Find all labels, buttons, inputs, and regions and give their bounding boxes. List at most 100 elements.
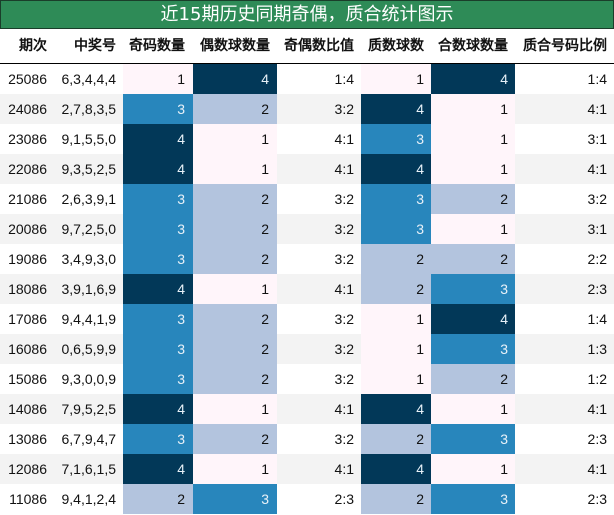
- period-cell: 21086: [8, 191, 47, 207]
- prime-count-cell: 4: [361, 454, 431, 484]
- prime-composite-ratio-cell: 2:3: [587, 431, 607, 447]
- odd-even-ratio-cell: 3:2: [334, 191, 354, 207]
- numbers-cell: 9,7,2,5,0: [61, 221, 117, 237]
- odd-count-cell: 4: [123, 274, 193, 304]
- table-row: 20086 9,7,2,5,0 3 2 3:2 3 1 3:1: [0, 214, 614, 244]
- prime-composite-ratio-cell: 4:1: [587, 161, 607, 177]
- composite-count-cell: 3: [431, 484, 515, 514]
- prime-count-cell: 2: [361, 244, 431, 274]
- composite-count-cell: 1: [431, 214, 515, 244]
- prime-composite-ratio-cell: 3:2: [587, 191, 607, 207]
- header-prime-composite-ratio: 质合号码比例: [523, 38, 607, 54]
- period-cell: 19086: [8, 251, 47, 267]
- period-cell: 22086: [8, 161, 47, 177]
- numbers-cell: 9,1,5,5,0: [61, 131, 117, 147]
- prime-count-cell: 4: [361, 394, 431, 424]
- prime-count-cell: 1: [361, 304, 431, 334]
- odd-even-ratio-cell: 3:2: [334, 341, 354, 357]
- table-row: 13086 6,7,9,4,7 3 2 3:2 2 3 2:3: [0, 424, 614, 454]
- numbers-cell: 3,4,9,3,0: [61, 251, 117, 267]
- odd-count-cell: 4: [123, 124, 193, 154]
- period-cell: 13086: [8, 431, 47, 447]
- period-cell: 25086: [8, 71, 47, 87]
- table-header: 期次 中奖号 奇码数量 偶数球数量 奇偶数比值 质数球数 合数球数量 质合号码比…: [0, 29, 614, 65]
- header-odd-even-ratio: 奇偶数比值: [284, 38, 354, 54]
- odd-count-cell: 3: [123, 364, 193, 394]
- prime-count-cell: 1: [361, 364, 431, 394]
- even-count-cell: 2: [193, 184, 277, 214]
- odd-even-ratio-cell: 1:4: [334, 71, 354, 87]
- prime-count-cell: 3: [361, 214, 431, 244]
- prime-composite-ratio-cell: 2:3: [587, 281, 607, 297]
- odd-count-cell: 1: [123, 64, 193, 94]
- numbers-cell: 7,1,6,1,5: [61, 461, 117, 477]
- numbers-cell: 6,3,4,4,4: [61, 71, 117, 87]
- period-cell: 14086: [8, 401, 47, 417]
- table-row: 25086 6,3,4,4,4 1 4 1:4 1 4 1:4: [0, 64, 614, 94]
- table-row: 24086 2,7,8,3,5 3 2 3:2 4 1 4:1: [0, 94, 614, 124]
- odd-even-ratio-cell: 3:2: [334, 101, 354, 117]
- period-cell: 11086: [9, 491, 47, 507]
- odd-even-ratio-cell: 4:1: [334, 131, 354, 147]
- header-prime-count: 质数球数: [368, 38, 424, 54]
- prime-composite-ratio-cell: 3:1: [587, 131, 607, 147]
- period-cell: 12086: [8, 461, 47, 477]
- table-row: 18086 3,9,1,6,9 4 1 4:1 2 3 2:3: [0, 274, 614, 304]
- even-count-cell: 2: [193, 244, 277, 274]
- numbers-cell: 9,3,0,0,9: [61, 371, 117, 387]
- table-row: 21086 2,6,3,9,1 3 2 3:2 3 2 3:2: [0, 184, 614, 214]
- odd-count-cell: 3: [123, 184, 193, 214]
- composite-count-cell: 4: [431, 64, 515, 94]
- header-odd-count: 奇码数量: [129, 38, 185, 54]
- prime-count-cell: 4: [361, 154, 431, 184]
- table-row: 11086 9,4,1,2,4 2 3 2:3 2 3 2:3: [0, 484, 614, 514]
- period-cell: 20086: [8, 221, 47, 237]
- odd-even-ratio-cell: 4:1: [334, 161, 354, 177]
- period-cell: 23086: [8, 131, 47, 147]
- table-row: 17086 9,4,4,1,9 3 2 3:2 1 4 1:4: [0, 304, 614, 334]
- composite-count-cell: 1: [431, 94, 515, 124]
- numbers-cell: 2,7,8,3,5: [61, 101, 117, 117]
- prime-count-cell: 3: [361, 184, 431, 214]
- even-count-cell: 1: [193, 124, 277, 154]
- prime-composite-ratio-cell: 1:4: [587, 311, 607, 327]
- composite-count-cell: 1: [431, 154, 515, 184]
- prime-composite-ratio-cell: 2:3: [587, 491, 607, 507]
- prime-composite-ratio-cell: 4:1: [587, 401, 607, 417]
- prime-count-cell: 2: [361, 274, 431, 304]
- table-row: 12086 7,1,6,1,5 4 1 4:1 4 1 4:1: [0, 454, 614, 484]
- odd-even-ratio-cell: 3:2: [334, 221, 354, 237]
- odd-even-ratio-cell: 3:2: [334, 371, 354, 387]
- composite-count-cell: 1: [431, 394, 515, 424]
- even-count-cell: 2: [193, 424, 277, 454]
- even-count-cell: 1: [193, 454, 277, 484]
- table-row: 22086 9,3,5,2,5 4 1 4:1 4 1 4:1: [0, 154, 614, 184]
- odd-count-cell: 4: [123, 154, 193, 184]
- table-row: 14086 7,9,5,2,5 4 1 4:1 4 1 4:1: [0, 394, 614, 424]
- odd-even-ratio-cell: 3:2: [334, 431, 354, 447]
- prime-composite-ratio-cell: 4:1: [587, 461, 607, 477]
- prime-composite-ratio-cell: 1:3: [587, 341, 607, 357]
- prime-count-cell: 1: [361, 64, 431, 94]
- even-count-cell: 2: [193, 304, 277, 334]
- odd-even-ratio-cell: 4:1: [334, 461, 354, 477]
- even-count-cell: 1: [193, 154, 277, 184]
- odd-count-cell: 3: [123, 94, 193, 124]
- prime-composite-ratio-cell: 1:2: [587, 371, 607, 387]
- composite-count-cell: 1: [431, 454, 515, 484]
- period-cell: 18086: [8, 281, 47, 297]
- numbers-cell: 9,4,4,1,9: [61, 311, 117, 327]
- prime-count-cell: 3: [361, 124, 431, 154]
- table-row: 19086 3,4,9,3,0 3 2 3:2 2 2 2:2: [0, 244, 614, 274]
- composite-count-cell: 2: [431, 244, 515, 274]
- even-count-cell: 2: [193, 364, 277, 394]
- prime-count-cell: 1: [361, 334, 431, 364]
- odd-count-cell: 3: [123, 334, 193, 364]
- period-cell: 15086: [8, 371, 47, 387]
- composite-count-cell: 2: [431, 364, 515, 394]
- odd-even-ratio-cell: 3:2: [334, 311, 354, 327]
- header-composite-count: 合数球数量: [438, 38, 508, 54]
- period-cell: 24086: [8, 101, 47, 117]
- prime-composite-ratio-cell: 2:2: [587, 251, 607, 267]
- composite-count-cell: 3: [431, 424, 515, 454]
